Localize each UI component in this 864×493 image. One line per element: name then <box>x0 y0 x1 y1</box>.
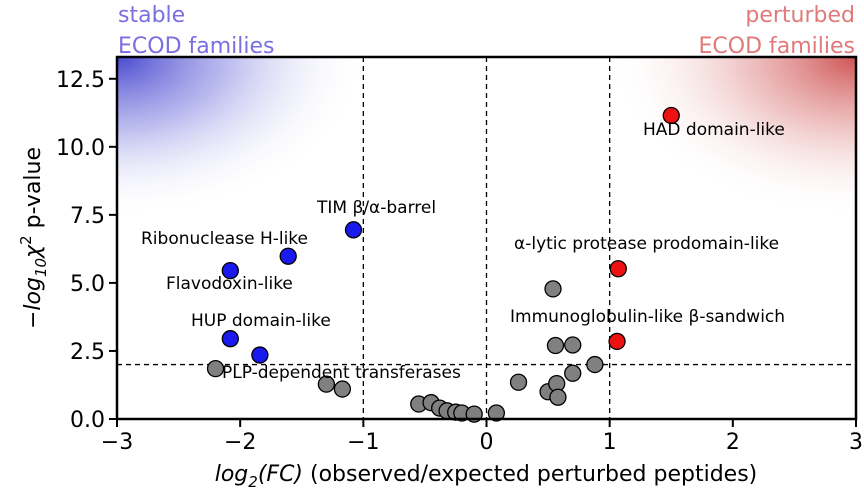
x-tick-label-1: −2 <box>224 430 256 455</box>
y-axis-title-log: −log <box>21 277 46 329</box>
stable-point-4 <box>251 346 269 364</box>
point-annotations: TIM β/α-barrel Ribonuclease H-like Flavo… <box>141 120 785 383</box>
neutral-point-2 <box>333 380 352 398</box>
annotation-ribonuclease-h: Ribonuclease H-like <box>141 229 308 249</box>
y-tick-label-1: 2.5 <box>70 340 105 365</box>
x-tick-label-0: −3 <box>101 430 133 455</box>
reference-lines <box>117 57 856 419</box>
stable-label-line1: stable <box>118 3 185 28</box>
perturbed-point-1 <box>609 260 627 278</box>
x-tick-label-4: 1 <box>603 430 617 455</box>
neutral-point-14 <box>546 336 565 355</box>
data-points <box>206 106 680 423</box>
y-axis-ticks: 0.0 2.5 5.0 7.5 10.0 12.5 <box>56 68 117 433</box>
y-axis-title-sup: 2 <box>17 235 35 245</box>
stable-point-0 <box>344 221 363 239</box>
neutral-point-13 <box>544 280 562 298</box>
y-axis-title: −log10χ2 p-value <box>17 147 50 329</box>
neutral-point-19 <box>586 355 604 374</box>
neutral-point-10 <box>487 404 506 422</box>
perturbed-label-line2: ECOD families <box>698 34 855 59</box>
y-tick-label-2: 5.0 <box>70 272 105 297</box>
y-axis-title-rest: p-value <box>21 147 46 235</box>
stable-point-2 <box>221 262 239 280</box>
stable-point-1 <box>279 247 297 265</box>
annotation-had-domain: HAD domain-like <box>643 120 785 140</box>
y-tick-label-4: 10.0 <box>56 136 105 161</box>
y-tick-label-5: 12.5 <box>56 68 105 93</box>
y-axis-title-chi: χ <box>21 244 46 259</box>
x-tick-label-5: 2 <box>726 430 740 455</box>
annotation-plp-transferases: PLP-dependent transferases <box>222 363 461 383</box>
neutral-point-1 <box>317 375 336 393</box>
x-axis-title-fn: (FC) <box>258 462 303 487</box>
x-tick-label-6: 3 <box>849 430 863 455</box>
annotation-alpha-lytic-protease: α-lytic protease prodomain-like <box>514 234 779 254</box>
stable-region-gradient <box>117 57 367 217</box>
stable-point-3 <box>221 330 239 348</box>
y-axis-title-sub: 10 <box>32 258 50 277</box>
neutral-point-16 <box>549 388 567 406</box>
perturbed-label-line1: perturbed <box>745 3 855 28</box>
x-axis-title: log2(FC) (observed/expected perturbed pe… <box>215 462 758 491</box>
x-axis-title-log: log <box>215 462 249 487</box>
y-tick-label-0: 0.0 <box>70 408 105 433</box>
y-tick-label-3: 7.5 <box>70 204 105 229</box>
x-axis-title-sub: 2 <box>248 473 258 491</box>
x-axis-ticks: −3 −2 −1 0 1 2 3 <box>101 419 863 455</box>
x-axis-title-rest: (observed/expected perturbed peptides) <box>303 462 757 487</box>
neutral-point-18 <box>564 364 582 382</box>
x-tick-label-3: 0 <box>480 430 494 455</box>
neutral-point-17 <box>564 336 582 354</box>
perturbed-point-0 <box>662 106 680 125</box>
perturbed-point-2 <box>608 332 626 351</box>
annotation-hup-domain: HUP domain-like <box>191 311 331 331</box>
x-tick-label-2: −1 <box>347 430 379 455</box>
neutral-point-11 <box>509 373 528 391</box>
perturbed-region-gradient <box>607 57 856 217</box>
stable-label-line2: ECOD families <box>118 34 275 59</box>
neutral-point-0 <box>206 359 225 378</box>
annotation-tim-barrel: TIM β/α-barrel <box>316 198 436 218</box>
annotation-flavodoxin: Flavodoxin-like <box>166 274 293 294</box>
annotation-immunoglobulin: Immunoglobulin-like β-sandwich <box>510 307 785 327</box>
